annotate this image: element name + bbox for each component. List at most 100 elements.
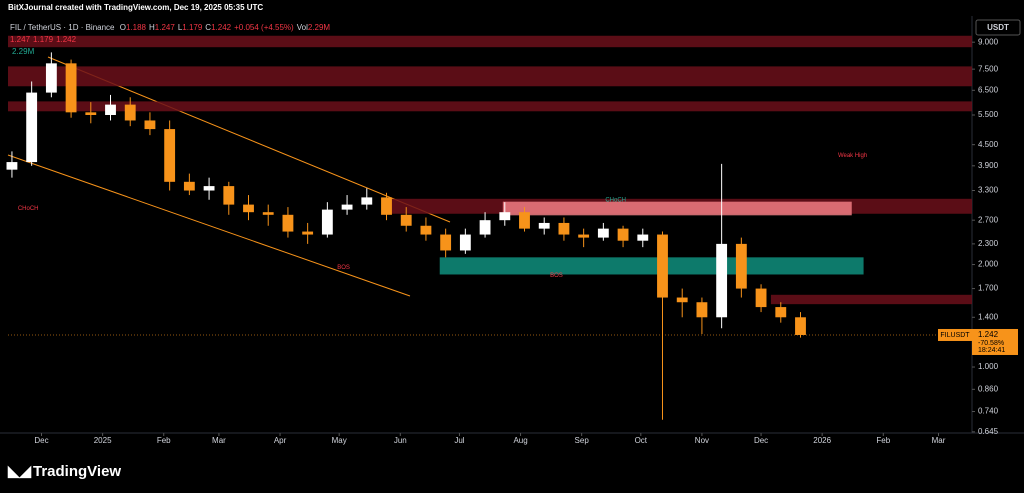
x-tick-label: Apr	[274, 436, 287, 445]
ohlc-label: H	[149, 23, 155, 32]
candle-body	[361, 197, 373, 205]
candle-body	[6, 162, 18, 170]
y-tick-label: 7.500	[978, 64, 999, 73]
zone	[770, 294, 972, 305]
annotation: CHoCH	[605, 197, 626, 203]
ohlc-label: O	[119, 23, 126, 32]
candle-body	[262, 212, 274, 215]
zone	[8, 101, 972, 112]
candle-body	[538, 222, 550, 229]
candle-body	[676, 297, 688, 303]
candle-body	[479, 220, 491, 235]
candle-body	[164, 129, 176, 182]
zone	[439, 257, 864, 275]
y-tick-label: 0.645	[978, 427, 999, 436]
indicator-value: 1.247	[10, 35, 31, 44]
x-tick-label: Jun	[394, 436, 407, 445]
volume-label: Vol	[296, 23, 308, 32]
x-tick-label: Aug	[513, 436, 527, 445]
trendline	[7, 154, 411, 297]
candle-body	[440, 234, 452, 251]
indicator-value: 1.242	[56, 35, 77, 44]
x-tick-label: Dec	[754, 436, 768, 445]
annotation: CHoCH	[18, 206, 39, 212]
change: +0.054 (+4.55%)	[234, 23, 294, 32]
candle-body	[144, 120, 156, 130]
candle-body	[26, 92, 38, 163]
y-tick-label: 1.000	[978, 362, 999, 371]
last-price: 1.242	[978, 330, 999, 339]
y-tick-label: 6.500	[978, 85, 999, 94]
ohlc-value: 1.179	[182, 23, 203, 32]
candle-body	[400, 214, 412, 226]
candle-body	[302, 231, 314, 235]
candle-body	[65, 63, 77, 113]
candle-body	[223, 186, 235, 205]
x-tick-label: Feb	[876, 436, 890, 445]
candle-body	[183, 181, 195, 191]
indicator-value: 1.179	[33, 35, 54, 44]
y-tick-label: 5.500	[978, 110, 999, 119]
zone	[8, 35, 972, 48]
y-tick-label: 3.900	[978, 161, 999, 170]
currency-box[interactable]	[975, 19, 1021, 36]
candle-body	[203, 186, 215, 191]
candle-body	[795, 317, 806, 335]
y-tick-label: 3.300	[978, 186, 999, 195]
volume-line: 2.29M	[12, 47, 35, 56]
y-tick-label: 0.740	[978, 407, 999, 416]
candle-body	[85, 112, 97, 115]
candle-body	[755, 288, 767, 308]
candle-body	[243, 204, 254, 213]
indicator-line: 1.247 1.179 1.242	[10, 35, 79, 44]
annotation: Weak High	[838, 153, 867, 159]
candle-body	[321, 209, 333, 235]
candle-body	[775, 307, 787, 318]
annotation: BOS	[337, 265, 350, 271]
candle-body	[716, 243, 728, 318]
x-tick-label: Sep	[575, 436, 590, 445]
candle-body	[696, 302, 708, 318]
symbol: FIL / TetherUS · 1D · Binance	[10, 23, 115, 32]
ohlc-value: 1.188	[125, 23, 146, 32]
candle-body	[499, 212, 511, 221]
candle-body	[381, 197, 392, 215]
x-tick-label: May	[332, 436, 347, 445]
zone	[8, 66, 972, 87]
x-tick-label: Dec	[34, 436, 48, 445]
symbol-tag-text: FILUSDT	[940, 332, 970, 339]
price-change: -70.58%	[978, 340, 1004, 347]
candle-body	[124, 104, 136, 121]
plot: CHoCH BOS CHoCH BOS Weak High	[6, 35, 972, 420]
x-tick-label: Mar	[212, 436, 226, 445]
countdown: 18:24:41	[978, 347, 1005, 354]
brand-logo: ◣◢	[7, 463, 32, 480]
y-tick-label: 4.500	[978, 140, 999, 149]
candle-body	[657, 234, 668, 298]
candle-body	[558, 222, 570, 235]
candle-body	[637, 234, 649, 241]
volume: 2.29M	[307, 23, 331, 32]
symbol-tag	[938, 328, 972, 341]
candle-body	[420, 225, 432, 235]
candle-body	[578, 234, 590, 238]
x-tick-label: Oct	[635, 436, 648, 445]
attribution: BitXJournal created with TradingView.com…	[8, 3, 264, 12]
ohlc-value: 1.242	[211, 23, 232, 32]
currency: USDT	[987, 23, 1009, 32]
annotation: BOS	[550, 273, 563, 279]
candle-body	[519, 212, 530, 229]
candle-body	[617, 228, 629, 241]
candle-body	[459, 234, 471, 251]
candle-body	[105, 104, 116, 115]
y-tick-label: 2.300	[978, 239, 999, 248]
candle-body	[282, 214, 294, 232]
x-tick-label: Feb	[157, 436, 171, 445]
y-tick-label: 1.700	[978, 284, 999, 293]
x-tick-label: 2025	[94, 436, 112, 445]
candle-body	[597, 228, 609, 238]
candle-body	[735, 243, 747, 289]
candle-body	[45, 63, 57, 93]
